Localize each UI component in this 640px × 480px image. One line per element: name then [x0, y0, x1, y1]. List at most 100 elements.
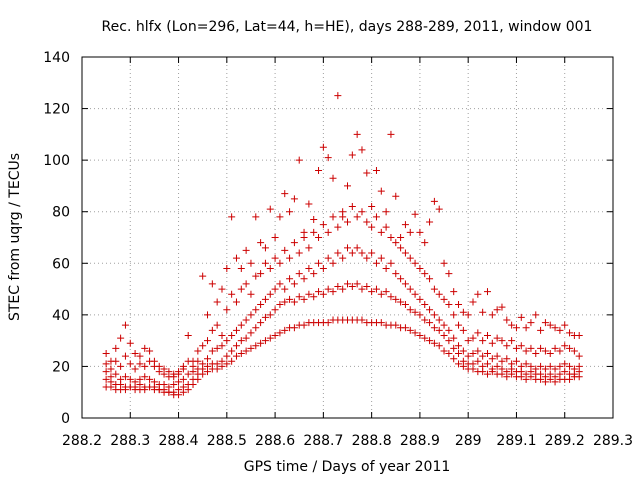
- data-point: [305, 264, 313, 272]
- x-tick-label: 289: [455, 433, 482, 449]
- data-point: [141, 386, 149, 394]
- data-point: [218, 362, 226, 370]
- data-point: [126, 339, 134, 347]
- data-point: [435, 290, 443, 298]
- data-point: [455, 321, 463, 329]
- data-point: [503, 355, 511, 363]
- data-point: [131, 365, 139, 373]
- x-tick-label: 288.2: [62, 433, 102, 449]
- data-point: [232, 352, 240, 360]
- data-point: [546, 350, 554, 358]
- data-point: [527, 373, 535, 381]
- data-point: [541, 365, 549, 373]
- data-point: [204, 355, 212, 363]
- data-point: [281, 285, 289, 293]
- data-point: [329, 259, 337, 267]
- data-point: [426, 275, 434, 283]
- data-point: [305, 290, 313, 298]
- data-point: [503, 316, 511, 324]
- data-point: [131, 350, 139, 358]
- y-tick-label: 120: [43, 102, 70, 118]
- data-point: [208, 326, 216, 334]
- data-point: [372, 259, 380, 267]
- data-point: [561, 321, 569, 329]
- data-point: [257, 319, 265, 327]
- data-point: [199, 370, 207, 378]
- data-point: [247, 259, 255, 267]
- data-point: [363, 169, 371, 177]
- data-point: [358, 146, 366, 154]
- data-point: [469, 350, 477, 358]
- data-point: [232, 326, 240, 334]
- data-point: [483, 360, 491, 368]
- data-point: [363, 282, 371, 290]
- data-point: [276, 329, 284, 337]
- data-point: [406, 285, 414, 293]
- data-point: [541, 319, 549, 327]
- data-point: [426, 306, 434, 314]
- data-point: [397, 244, 405, 252]
- data-point: [237, 337, 245, 345]
- data-point: [566, 329, 574, 337]
- data-point: [126, 360, 134, 368]
- data-point: [315, 234, 323, 241]
- data-point: [450, 288, 458, 296]
- data-point: [459, 326, 467, 334]
- data-point: [537, 362, 545, 370]
- x-tick-label: 288.4: [158, 433, 198, 449]
- x-tick-label: 288.5: [207, 433, 247, 449]
- data-point: [406, 306, 414, 314]
- data-point: [228, 357, 236, 365]
- data-point: [416, 295, 424, 303]
- data-point: [136, 352, 144, 360]
- data-point: [247, 329, 255, 337]
- data-point: [257, 239, 265, 247]
- data-point: [551, 324, 559, 332]
- data-point: [566, 375, 574, 383]
- data-point: [257, 301, 265, 309]
- data-point: [310, 215, 318, 223]
- data-point: [411, 210, 419, 218]
- data-point: [247, 311, 255, 319]
- x-tick-label: 289.1: [496, 433, 536, 449]
- data-point: [522, 360, 530, 368]
- data-point: [363, 254, 371, 262]
- data-point: [397, 298, 405, 306]
- data-point: [242, 316, 250, 324]
- data-point: [107, 383, 115, 391]
- data-point: [512, 344, 520, 352]
- data-point: [464, 337, 472, 345]
- data-point: [430, 324, 438, 332]
- data-point: [329, 174, 337, 182]
- data-point: [281, 246, 289, 254]
- data-point: [372, 285, 380, 293]
- data-point: [566, 362, 574, 370]
- data-point: [324, 285, 332, 293]
- data-point: [175, 391, 183, 399]
- data-point: [469, 298, 477, 306]
- data-point: [426, 337, 434, 345]
- data-point: [194, 375, 202, 383]
- x-tick-label: 288.6: [255, 433, 295, 449]
- data-point: [368, 223, 376, 231]
- data-point: [551, 365, 559, 373]
- data-point: [310, 293, 318, 301]
- data-point: [517, 342, 525, 350]
- data-point: [329, 288, 337, 296]
- y-tick-labels: 0 20 40 60 80 100 120 140: [43, 50, 70, 427]
- data-point: [411, 308, 419, 316]
- data-point: [508, 370, 516, 378]
- data-point: [372, 166, 380, 174]
- data-point: [290, 239, 298, 247]
- data-point: [257, 270, 265, 278]
- data-point: [276, 213, 284, 221]
- data-point: [517, 313, 525, 321]
- data-point: [348, 203, 356, 211]
- data-point: [401, 249, 409, 257]
- data-point: [252, 306, 260, 314]
- data-point: [377, 228, 385, 236]
- data-point: [469, 365, 477, 373]
- data-point: [421, 334, 429, 342]
- data-point: [541, 378, 549, 386]
- data-point: [512, 324, 520, 332]
